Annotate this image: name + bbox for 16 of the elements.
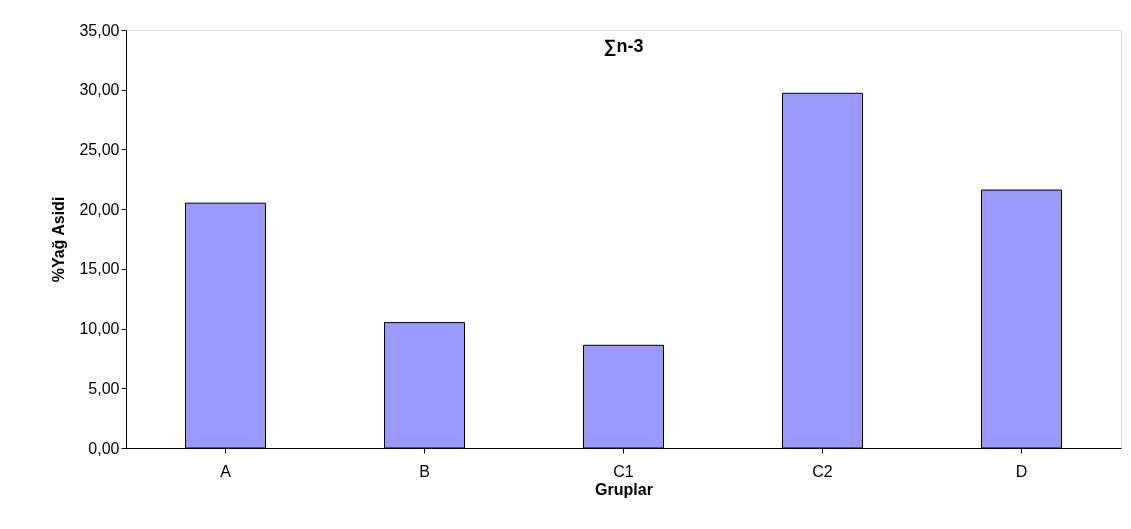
- y-tick-label: 30,00: [79, 81, 120, 99]
- x-tick-label: C1: [613, 462, 634, 480]
- y-tick-label: 15,00: [79, 260, 120, 278]
- x-axis-title: Gruplar: [595, 480, 653, 498]
- y-tick-label: 10,00: [79, 320, 120, 338]
- y-axis-title: %Yağ Asidi: [50, 196, 68, 283]
- x-tick-label: B: [419, 462, 430, 480]
- y-tick-label: 0,00: [88, 439, 120, 457]
- y-tick-label: 5,00: [88, 379, 120, 397]
- x-tick-label: D: [1015, 462, 1028, 480]
- x-tick-label: C2: [812, 462, 833, 480]
- y-tick-label: 35,00: [79, 21, 120, 39]
- y-tick-label: 20,00: [79, 200, 120, 218]
- y-tick-label: 25,00: [79, 140, 120, 158]
- x-tick-label: A: [220, 462, 232, 480]
- chart-title: ∑n-3: [603, 36, 644, 56]
